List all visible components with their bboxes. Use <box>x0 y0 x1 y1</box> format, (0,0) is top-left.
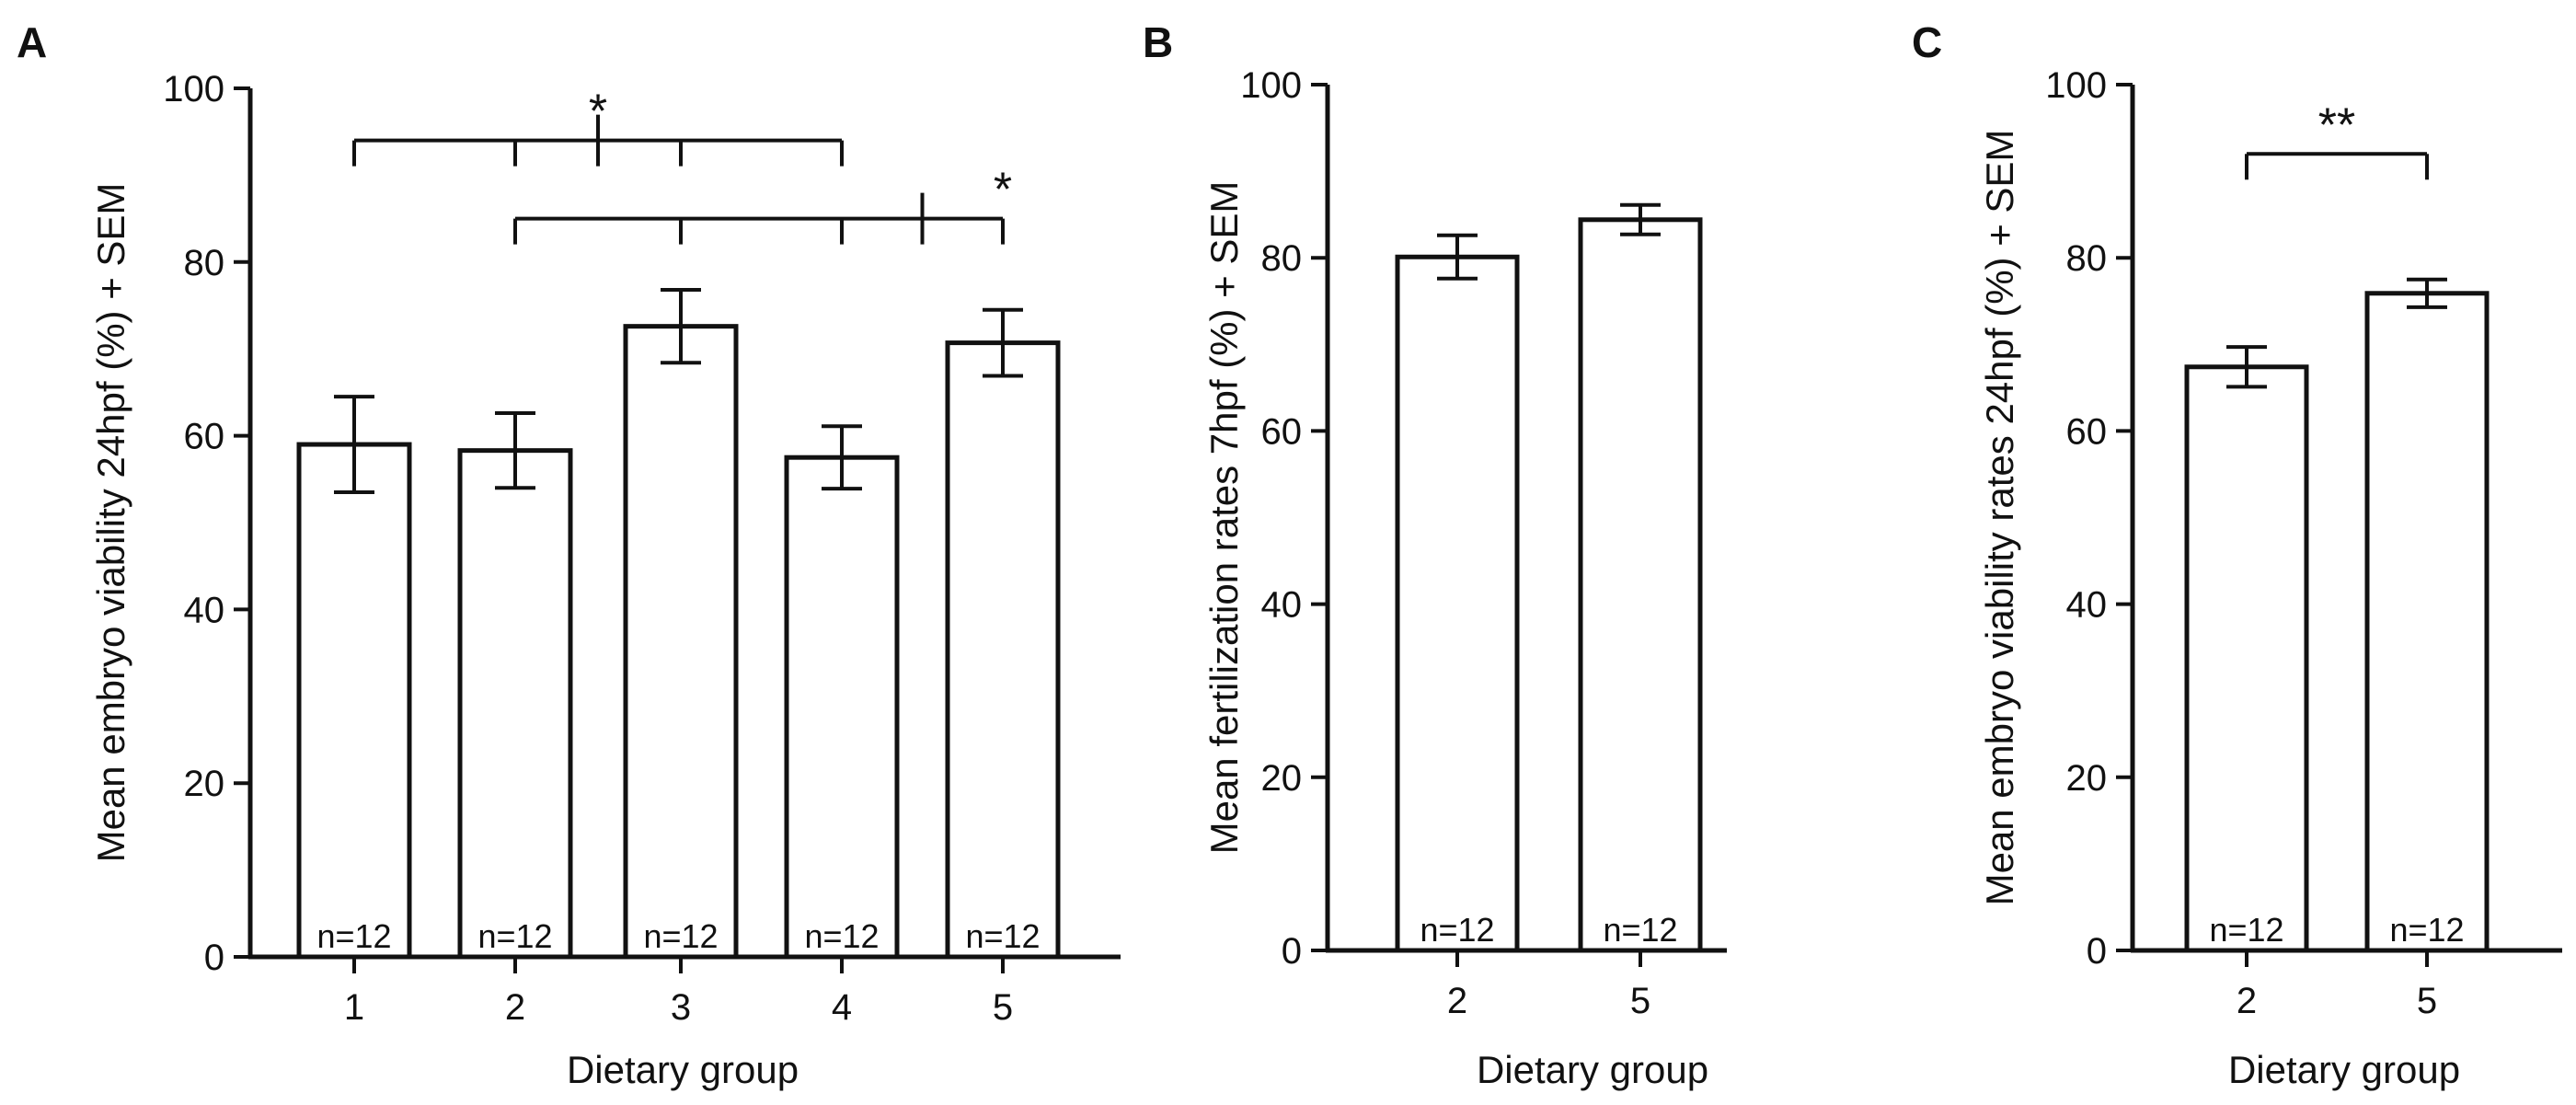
panel-c-y-tick-label: 80 <box>2066 238 2108 279</box>
panel-b-bar <box>1395 254 1520 953</box>
panel-c-y-tick-label: 20 <box>2066 758 2108 799</box>
panel-c-x-axis-title: Dietary group <box>2228 1048 2460 1091</box>
panel-a-x-tick-label: 4 <box>832 987 852 1028</box>
panel-a-y-tick-label: 40 <box>184 590 225 630</box>
panel-a-x-tick-label: 5 <box>993 987 1013 1028</box>
panel-a-y-tick-label: 20 <box>184 764 225 804</box>
panel-c-y-tick-label: 40 <box>2066 585 2108 626</box>
panel-a-letter: A <box>17 18 47 66</box>
panel-c-letter: C <box>1912 18 1942 66</box>
panel-b-x-tick-label: 5 <box>1630 981 1650 1021</box>
panel-c-x-tick-label: 2 <box>2237 981 2257 1021</box>
panel-a-bar <box>784 455 900 960</box>
panel-a-bar <box>296 442 412 960</box>
panel-c-sig-label: ** <box>2318 98 2355 152</box>
panel-a-y-tick-label: 80 <box>184 243 225 283</box>
panel-a-sig-label: * <box>589 86 607 139</box>
panel-a-y-axis-title: Mean embryo viability 24hpf (%) + SEM <box>89 183 132 863</box>
panel-c-n-label: n=12 <box>2389 911 2464 949</box>
panel-b-n-label: n=12 <box>1420 911 1494 949</box>
panel-b-y-tick-label: 60 <box>1261 411 1303 452</box>
panel-b-y-axis-title: Mean fertilization rates 7hpf (%) + SEM <box>1202 181 1246 855</box>
panel-b-x-tick-label: 2 <box>1447 981 1467 1021</box>
panel-b-bar <box>1578 217 1703 953</box>
panel-b-y-tick-label: 40 <box>1261 585 1303 626</box>
panel-b-y-tick-label: 80 <box>1261 238 1303 279</box>
panel-c-y-tick-label: 0 <box>2087 931 2107 972</box>
panel-a-n-label: n=12 <box>316 917 391 955</box>
panel-a-sig-label: * <box>994 164 1012 217</box>
panel-a-x-tick-label: 2 <box>505 987 525 1028</box>
panel-c-bar <box>2364 291 2490 953</box>
panel-a-x-axis-title: Dietary group <box>567 1048 799 1091</box>
panel-b-y-tick-label: 20 <box>1261 758 1303 799</box>
panel-b-n-label: n=12 <box>1603 911 1677 949</box>
panel-b-y-tick-label: 0 <box>1282 931 1302 972</box>
panel-c-y-tick-label: 100 <box>2045 65 2107 106</box>
panel-c-y-axis-title: Mean embryo viability rates 24hpf (%) + … <box>1978 130 2021 906</box>
panel-a-x-tick-label: 1 <box>344 987 364 1028</box>
panel-a-bar <box>457 448 573 960</box>
panel-c-bar <box>2184 364 2309 953</box>
panel-a-y-tick-label: 0 <box>204 938 224 978</box>
panel-a-y-tick-label: 100 <box>163 69 224 109</box>
panel-a-bar <box>945 340 1061 960</box>
panel-b-y-tick-label: 100 <box>1240 65 1302 106</box>
panel-a-x-tick-label: 3 <box>671 987 691 1028</box>
panel-b-letter: B <box>1143 18 1173 66</box>
panel-c-y-tick-label: 60 <box>2066 411 2108 452</box>
panel-a-n-label: n=12 <box>643 917 718 955</box>
panel-c-n-label: n=12 <box>2209 911 2283 949</box>
panel-a-n-label: n=12 <box>804 917 879 955</box>
panel-a-bar <box>623 324 739 960</box>
panel-b-x-axis-title: Dietary group <box>1477 1048 1708 1091</box>
panel-a-n-label: n=12 <box>477 917 552 955</box>
panel-a-y-tick-label: 60 <box>184 417 225 457</box>
panel-a-n-label: n=12 <box>965 917 1040 955</box>
panel-c-x-tick-label: 5 <box>2417 981 2437 1021</box>
